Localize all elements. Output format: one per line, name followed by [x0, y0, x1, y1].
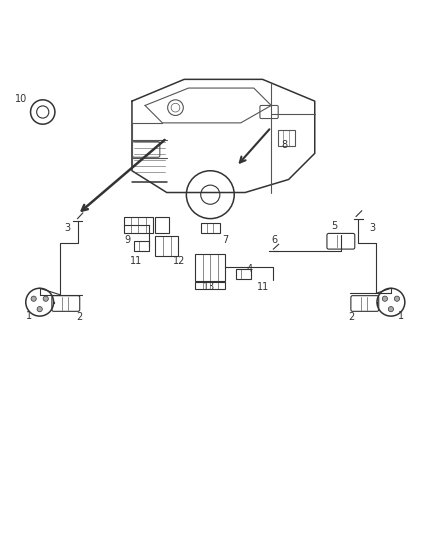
- Bar: [201, 223, 220, 233]
- Bar: [155, 217, 169, 233]
- Circle shape: [389, 306, 393, 312]
- Text: 3: 3: [369, 223, 375, 233]
- Circle shape: [43, 296, 48, 301]
- Bar: [124, 217, 152, 233]
- Text: 10: 10: [15, 94, 27, 104]
- Text: 7: 7: [223, 235, 229, 245]
- Text: 11: 11: [257, 282, 269, 293]
- Text: 5: 5: [331, 221, 337, 231]
- Circle shape: [382, 296, 388, 301]
- Bar: [236, 269, 251, 279]
- Bar: [155, 236, 178, 256]
- Text: 13: 13: [203, 282, 215, 293]
- Bar: [195, 282, 225, 289]
- Text: 6: 6: [271, 235, 277, 245]
- Text: 1: 1: [26, 311, 32, 321]
- Text: 3: 3: [64, 223, 71, 233]
- Bar: [278, 130, 295, 146]
- Circle shape: [37, 306, 42, 312]
- Text: 2: 2: [349, 312, 355, 321]
- Text: 11: 11: [130, 256, 142, 266]
- Bar: [134, 241, 149, 251]
- Text: 4: 4: [247, 264, 253, 273]
- Text: 2: 2: [77, 312, 83, 321]
- Text: 9: 9: [124, 236, 131, 245]
- Bar: [195, 254, 225, 281]
- Text: 12: 12: [173, 256, 185, 266]
- Circle shape: [31, 296, 36, 301]
- Circle shape: [394, 296, 399, 301]
- Text: 8: 8: [281, 140, 287, 150]
- Text: 1: 1: [398, 311, 404, 321]
